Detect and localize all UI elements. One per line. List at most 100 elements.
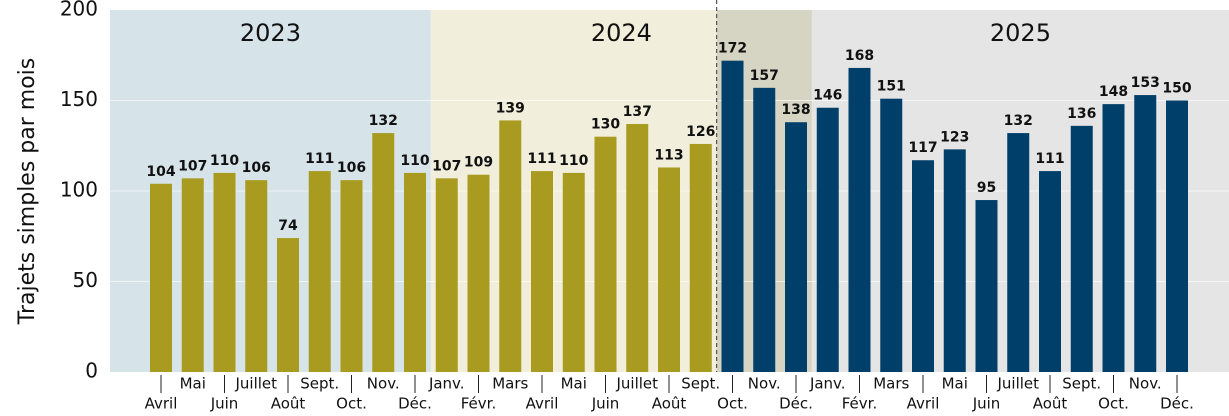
value-label: 107	[178, 158, 207, 174]
x-tick-label: Oct.	[717, 395, 748, 413]
x-tick-label: Août	[1033, 395, 1068, 413]
x-tick-label: Sept.	[681, 375, 720, 393]
value-label: 139	[496, 100, 525, 116]
x-tick-label: Mai	[561, 375, 587, 393]
bar	[594, 136, 617, 372]
value-label: 137	[623, 104, 652, 120]
value-label: 106	[337, 160, 366, 176]
x-tick-label: Nov.	[367, 375, 400, 393]
bar	[245, 180, 268, 372]
y-tick-label: 150	[60, 87, 98, 111]
bar	[435, 178, 458, 372]
value-label: 117	[908, 140, 937, 156]
period-label: 2025	[990, 19, 1051, 47]
bar	[912, 160, 934, 372]
y-tick-label: 200	[60, 0, 98, 21]
x-tick-label: Déc.	[1160, 395, 1194, 413]
value-label: 110	[559, 153, 588, 169]
bar	[531, 171, 553, 372]
value-label: 172	[718, 41, 747, 57]
bar	[1070, 125, 1093, 372]
x-tick-label: Févr.	[461, 395, 496, 413]
x-tick-label: Juillet	[234, 375, 277, 393]
value-label: 109	[464, 155, 493, 171]
value-label: 146	[813, 88, 842, 104]
x-tick-label: Mars	[873, 375, 909, 393]
x-tick-label: Avril	[145, 395, 178, 413]
bar	[1102, 104, 1125, 373]
value-label: 151	[877, 79, 906, 95]
bar	[626, 124, 649, 372]
bar	[880, 98, 903, 372]
bar	[658, 167, 680, 372]
bar	[404, 172, 426, 372]
value-label: 110	[400, 153, 429, 169]
value-label: 126	[686, 124, 715, 140]
bar	[372, 133, 395, 372]
bar	[308, 171, 331, 372]
x-tick-label: Juillet	[615, 375, 658, 393]
bar	[340, 180, 363, 372]
x-tick-label: Avril	[907, 395, 940, 413]
value-label: 153	[1131, 75, 1160, 91]
bar	[181, 178, 204, 372]
x-tick-label: Juin	[591, 395, 620, 413]
bar	[721, 60, 744, 373]
bar	[499, 120, 522, 372]
x-tick-label: Déc.	[779, 395, 813, 413]
x-tick-label: Déc.	[398, 395, 432, 413]
x-tick-label: Juin	[210, 395, 239, 413]
bar	[943, 149, 966, 372]
value-label: 132	[369, 113, 398, 129]
bar	[689, 143, 712, 372]
x-tick-label: Mai	[180, 375, 206, 393]
x-tick-label: Sept.	[1062, 375, 1101, 393]
value-label: 111	[1035, 151, 1064, 167]
value-label: 110	[210, 153, 239, 169]
value-label: 104	[146, 164, 175, 180]
x-tick-label: Mars	[492, 375, 528, 393]
x-tick-label: Févr.	[842, 395, 877, 413]
bar	[785, 122, 807, 372]
value-label: 95	[977, 180, 996, 196]
bar	[975, 200, 998, 372]
value-label: 132	[1004, 113, 1033, 129]
value-label: 130	[591, 117, 620, 133]
bar	[848, 67, 871, 373]
bar	[753, 87, 776, 372]
y-tick-label: 0	[85, 359, 98, 383]
bar	[150, 183, 172, 372]
value-label: 138	[781, 102, 810, 118]
bar	[277, 238, 299, 372]
value-label: 136	[1067, 106, 1096, 122]
period-label: 2024	[591, 19, 652, 47]
value-label: 74	[278, 218, 298, 234]
y-axis-label: Trajets simples par mois	[15, 58, 40, 325]
y-tick-label: 100	[60, 178, 98, 202]
value-label: 123	[940, 129, 969, 145]
bar	[213, 172, 236, 372]
x-tick-label: Oct.	[1098, 395, 1129, 413]
value-label: 168	[845, 48, 874, 64]
bar	[1039, 171, 1061, 372]
bar	[467, 174, 490, 372]
bar	[1166, 100, 1188, 372]
bar	[816, 107, 839, 373]
x-tick-label: Juin	[972, 395, 1001, 413]
bar	[562, 172, 585, 372]
bar	[1007, 133, 1030, 372]
x-tick-label: Oct.	[336, 395, 367, 413]
value-label: 157	[750, 68, 779, 84]
x-tick-label: Janv.	[428, 375, 465, 393]
value-label: 111	[305, 151, 334, 167]
x-tick-label: Mai	[942, 375, 968, 393]
x-tick-label: Sept.	[300, 375, 339, 393]
x-tick-label: Nov.	[748, 375, 781, 393]
bar	[1134, 95, 1157, 372]
value-label: 150	[1162, 81, 1191, 97]
period-label: 2023	[240, 19, 301, 47]
x-tick-label: Nov.	[1129, 375, 1162, 393]
x-tick-label: Janv.	[809, 375, 846, 393]
x-tick-label: Août	[271, 395, 306, 413]
